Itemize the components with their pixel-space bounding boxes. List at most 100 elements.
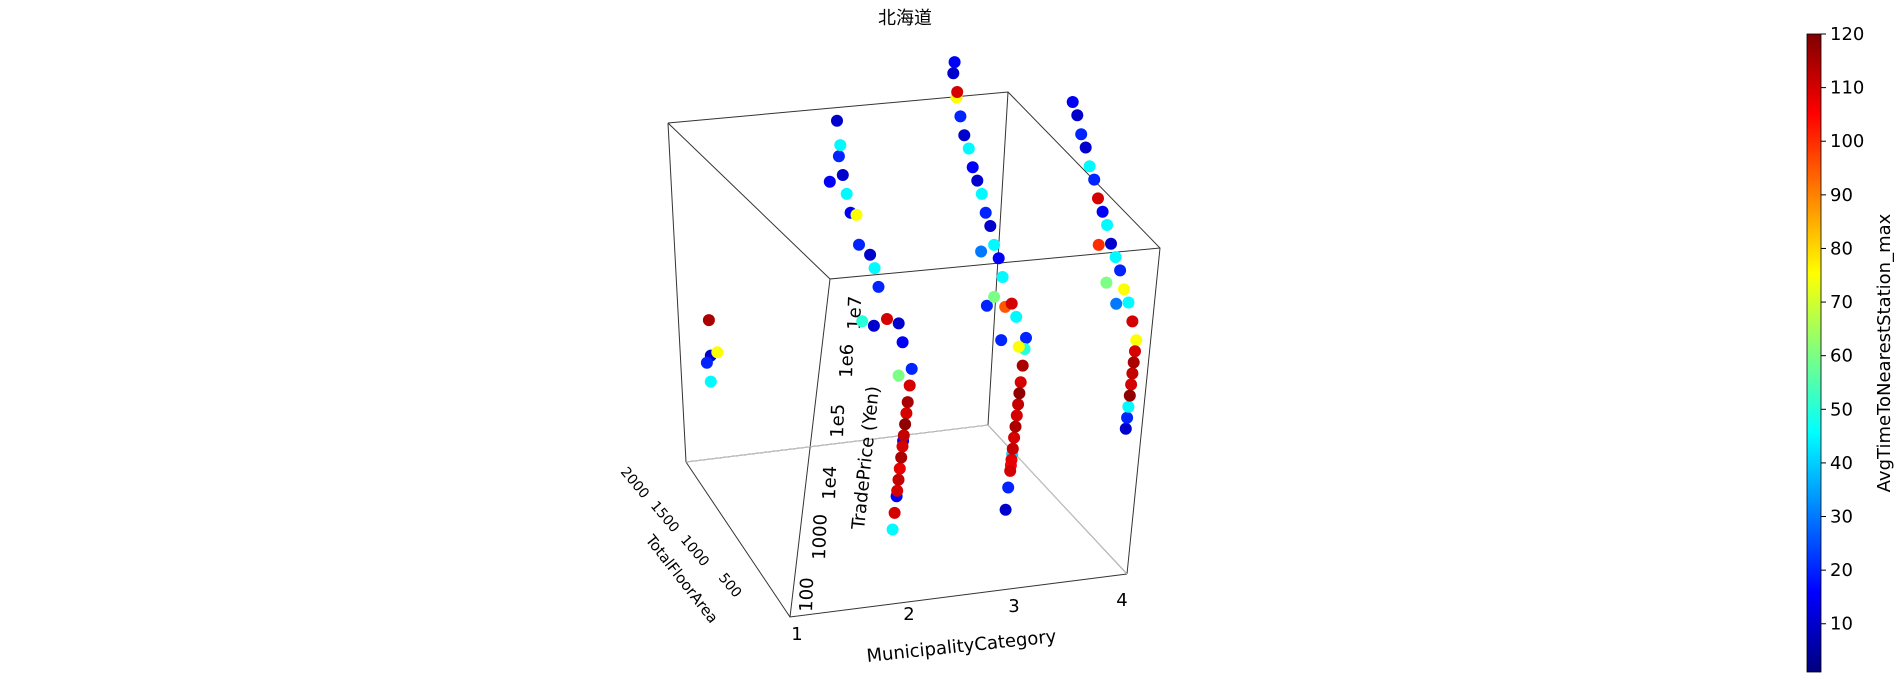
scatter-point: [867, 319, 880, 332]
colorbar-ticks: 120 110 100 90 80 70 60 50 40 30 20 10: [1821, 24, 1864, 635]
scatter-point: [1118, 283, 1130, 296]
y-tick-label: 2000: [617, 464, 652, 502]
scatter-point: [896, 336, 909, 349]
scatter-point: [836, 169, 849, 181]
x-tick-label: 4: [1116, 590, 1127, 611]
scatter-point: [1008, 431, 1021, 444]
scatter-point: [886, 523, 899, 536]
scatter-point: [1071, 109, 1084, 122]
scatter-points: [700, 56, 1143, 536]
scatter-point: [1004, 464, 1017, 477]
scatter-point: [992, 252, 1005, 265]
scatter-point: [1119, 422, 1132, 435]
scatter-point: [1126, 367, 1139, 380]
scatter-point: [711, 346, 724, 359]
colorbar-tick-label: 30: [1830, 507, 1853, 528]
scatter-point: [948, 56, 961, 69]
scatter-point: [892, 369, 905, 382]
z-tick-label: 1e4: [819, 465, 841, 500]
scatter-point: [979, 206, 992, 219]
scatter-point: [1096, 205, 1109, 218]
y-tick-label: 500: [715, 570, 744, 601]
z-tick-label: 1000: [809, 514, 832, 561]
colorbar-tick-label: 60: [1830, 346, 1853, 367]
scatter-point: [996, 271, 1009, 283]
scatter-point: [1110, 297, 1123, 310]
scatter-point: [901, 396, 914, 409]
scatter-point: [895, 451, 908, 464]
scatter-point: [1009, 420, 1022, 433]
scatter-point: [900, 407, 913, 420]
scatter-point: [1002, 481, 1015, 494]
z-tick-label: 1e5: [827, 403, 849, 438]
scatter-point: [832, 150, 845, 163]
scatter-point: [1079, 141, 1092, 154]
scatter-point: [1088, 173, 1101, 186]
scatter-point: [1016, 359, 1029, 372]
scatter-point: [834, 139, 847, 152]
scatter-point: [891, 484, 904, 497]
colorbar-tick-label: 50: [1830, 399, 1853, 420]
scatter-point: [1012, 340, 1025, 353]
scatter-point: [704, 375, 717, 388]
scatter-point: [1020, 331, 1032, 344]
scatter-point: [888, 506, 901, 519]
scatter-point: [1114, 264, 1127, 277]
colorbar-tick-label: 100: [1830, 131, 1864, 152]
y-tick-label: 1500: [647, 498, 682, 536]
scatter-point: [1121, 411, 1134, 424]
scatter-point: [999, 503, 1012, 516]
scatter-point: [1125, 378, 1138, 391]
colorbar-tick-label: 80: [1830, 238, 1853, 259]
scatter-point: [1083, 160, 1096, 173]
scatter-point: [1101, 219, 1114, 231]
scatter-point: [988, 290, 1001, 303]
x-tick-label: 1: [791, 624, 802, 645]
scatter-point: [1122, 400, 1135, 413]
scatter-point: [896, 440, 909, 453]
scatter-point: [947, 67, 960, 80]
scatter-point: [995, 334, 1008, 347]
scatter-point: [1092, 192, 1104, 205]
colorbar-label: AvgTimeToNearestStation_max: [1874, 213, 1895, 492]
scatter-point: [971, 174, 984, 187]
x-axis-label: MunicipalityCategory: [866, 626, 1058, 667]
scatter-point: [1075, 128, 1088, 141]
scatter-point: [951, 86, 964, 98]
colorbar-tick-label: 10: [1830, 614, 1853, 635]
scatter-point: [1014, 376, 1027, 389]
colorbar: [1806, 33, 1822, 673]
colorbar-tick-label: 40: [1830, 453, 1853, 474]
scatter-point: [905, 362, 918, 375]
scatter-point: [1109, 251, 1122, 264]
scatter-point: [864, 248, 877, 261]
scatter-point: [868, 262, 881, 275]
colorbar-tick-label: 20: [1830, 560, 1853, 581]
scatter-point: [1012, 398, 1025, 411]
scatter-point: [958, 129, 971, 142]
scatter-point: [881, 313, 893, 325]
scatter-point: [892, 317, 905, 330]
colorbar-tick-label: 110: [1830, 78, 1864, 99]
scatter-point: [1006, 442, 1019, 455]
scatter-point: [1010, 409, 1023, 422]
z-axis-label: TradePrice (Yen): [848, 385, 884, 531]
scatter-point: [1005, 297, 1018, 310]
scatter-point: [903, 379, 916, 392]
scatter-point: [850, 208, 863, 221]
scatter-point: [1066, 96, 1079, 108]
scatter-point: [1013, 387, 1026, 400]
scatter-point: [831, 114, 843, 127]
scatter-point: [856, 315, 869, 328]
scatter-point: [1130, 334, 1143, 347]
scatter-point: [853, 238, 865, 251]
scatter-point: [1127, 356, 1140, 369]
z-ticks: 100 1000 1e4 1e5 1e6 1e7: [796, 295, 866, 612]
z-tick-label: 100: [796, 577, 818, 612]
scatter-point: [966, 161, 979, 174]
colorbar-tick-label: 70: [1830, 292, 1853, 313]
scatter-point: [1010, 310, 1023, 323]
z-tick-label: 1e6: [836, 343, 858, 378]
scatter-point: [823, 175, 836, 188]
